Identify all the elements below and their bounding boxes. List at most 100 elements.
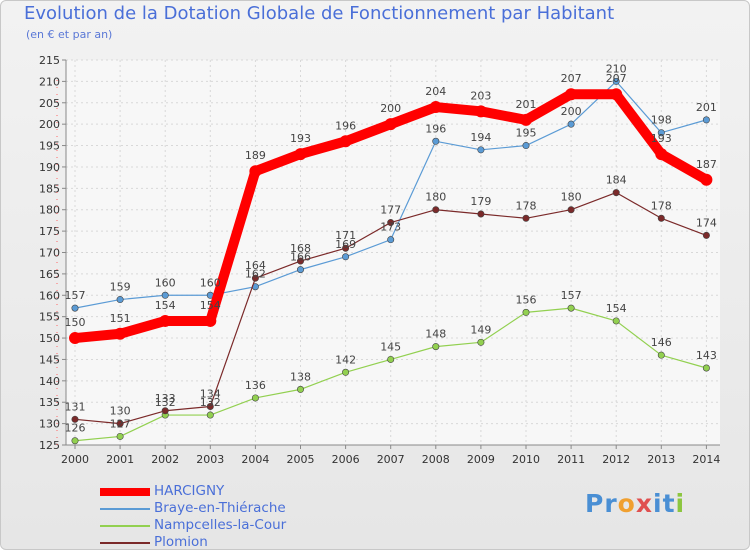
data-label: 134 bbox=[200, 388, 221, 401]
x-tick-label: 2008 bbox=[422, 453, 450, 466]
data-label: 164 bbox=[245, 259, 266, 272]
y-tick-label: 165 bbox=[39, 268, 60, 281]
data-point bbox=[610, 88, 623, 101]
data-point bbox=[612, 189, 620, 197]
data-point bbox=[387, 236, 395, 244]
data-point bbox=[520, 113, 532, 126]
legend-label: Nampcelles-la-Cour bbox=[154, 517, 287, 533]
data-point bbox=[387, 355, 395, 363]
data-point bbox=[657, 129, 665, 137]
data-label: 184 bbox=[606, 174, 627, 187]
data-point bbox=[477, 146, 485, 154]
data-point bbox=[432, 343, 440, 351]
legend-swatch bbox=[100, 508, 150, 510]
data-label: 207 bbox=[606, 72, 627, 85]
data-label: 162 bbox=[245, 268, 266, 281]
data-point bbox=[702, 364, 710, 372]
data-label: 187 bbox=[696, 158, 717, 171]
y-tick-label: 215 bbox=[39, 54, 60, 67]
data-label: 156 bbox=[516, 293, 537, 306]
y-tick-label: 210 bbox=[39, 75, 60, 88]
data-point bbox=[657, 214, 665, 222]
data-label: 171 bbox=[335, 229, 356, 242]
data-label: 154 bbox=[155, 299, 176, 312]
chart-subtitle: (en € et par an) bbox=[26, 28, 113, 41]
data-label: 145 bbox=[380, 340, 401, 353]
data-point bbox=[206, 411, 214, 419]
x-tick-label: 2010 bbox=[512, 453, 540, 466]
legend-label: Braye-en-Thiérache bbox=[154, 500, 286, 516]
x-tick-label: 2014 bbox=[692, 453, 720, 466]
data-point bbox=[251, 274, 259, 282]
y-tick-label: 180 bbox=[39, 204, 60, 217]
logo-letter: t bbox=[662, 489, 676, 518]
data-label: 178 bbox=[651, 199, 672, 212]
y-tick-label: 125 bbox=[39, 439, 60, 452]
data-point bbox=[612, 317, 620, 325]
x-tick-label: 2013 bbox=[647, 453, 675, 466]
data-point bbox=[700, 173, 713, 186]
data-point bbox=[522, 142, 530, 150]
data-label: 195 bbox=[516, 127, 537, 140]
chart-title: Evolution de la Dotation Globale de Fonc… bbox=[24, 3, 615, 24]
y-tick-label: 140 bbox=[39, 375, 60, 388]
data-point bbox=[71, 304, 79, 312]
data-label: 168 bbox=[290, 242, 311, 255]
data-label: 138 bbox=[290, 370, 311, 383]
data-point bbox=[296, 266, 304, 274]
data-label: 177 bbox=[380, 204, 401, 217]
data-label: 203 bbox=[470, 89, 491, 102]
x-tick-label: 2009 bbox=[467, 453, 495, 466]
data-label: 157 bbox=[65, 289, 86, 302]
data-label: 207 bbox=[561, 72, 582, 85]
legend-swatch bbox=[100, 542, 150, 544]
data-point bbox=[249, 165, 262, 178]
data-label: 131 bbox=[65, 400, 86, 413]
proxiti-logo: Proxiti bbox=[585, 489, 685, 518]
data-label: 146 bbox=[651, 336, 672, 349]
data-point bbox=[522, 214, 530, 222]
data-point bbox=[116, 296, 124, 304]
data-label: 193 bbox=[290, 132, 311, 145]
data-label: 150 bbox=[65, 316, 86, 329]
data-label: 204 bbox=[425, 85, 446, 98]
data-point bbox=[522, 308, 530, 316]
data-point bbox=[296, 385, 304, 393]
data-label: 142 bbox=[335, 353, 356, 366]
data-label: 126 bbox=[65, 422, 86, 435]
data-label: 196 bbox=[335, 119, 356, 132]
x-tick-label: 2001 bbox=[106, 453, 134, 466]
data-point bbox=[384, 118, 397, 131]
data-label: 196 bbox=[425, 122, 446, 135]
data-point bbox=[565, 88, 578, 101]
data-label: 160 bbox=[200, 276, 221, 289]
data-point bbox=[612, 77, 620, 85]
x-tick-label: 2004 bbox=[241, 453, 269, 466]
data-point bbox=[657, 351, 665, 359]
y-tick-label: 190 bbox=[39, 161, 60, 174]
y-tick-label: 195 bbox=[39, 140, 60, 153]
data-label: 132 bbox=[155, 396, 176, 409]
data-point bbox=[251, 394, 259, 402]
logo-letter: x bbox=[635, 489, 653, 518]
data-point bbox=[432, 206, 440, 214]
data-label: 149 bbox=[470, 323, 491, 336]
data-point bbox=[477, 210, 485, 218]
x-tick-label: 2002 bbox=[151, 453, 179, 466]
data-label: 143 bbox=[696, 349, 717, 362]
data-point bbox=[159, 314, 172, 327]
y-tick-label: 205 bbox=[39, 97, 60, 110]
data-label: 179 bbox=[470, 195, 491, 208]
data-point bbox=[296, 257, 304, 265]
data-label: 174 bbox=[696, 216, 717, 229]
y-tick-label: 145 bbox=[39, 353, 60, 366]
data-label: 154 bbox=[606, 302, 627, 315]
data-point bbox=[567, 206, 575, 214]
data-label: 169 bbox=[335, 238, 356, 251]
data-point bbox=[474, 105, 487, 118]
data-point bbox=[339, 135, 352, 148]
data-label: 130 bbox=[110, 405, 131, 418]
data-point bbox=[702, 231, 710, 239]
data-point bbox=[116, 432, 124, 440]
